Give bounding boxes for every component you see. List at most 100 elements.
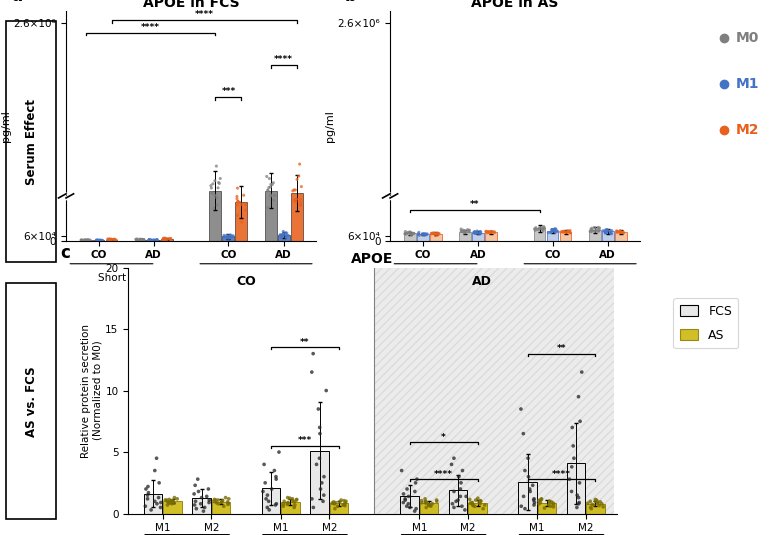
Point <box>136 235 148 243</box>
Point <box>75 236 88 244</box>
Point <box>400 502 413 510</box>
Point <box>537 225 549 233</box>
Point <box>340 497 352 506</box>
Point <box>158 234 170 243</box>
Point <box>420 498 432 506</box>
Text: ****: **** <box>552 470 571 478</box>
Point <box>263 506 275 514</box>
Point <box>150 454 162 462</box>
Point <box>585 225 598 233</box>
Point <box>318 472 330 481</box>
Point <box>292 172 305 180</box>
Bar <box>310 450 329 514</box>
Point <box>586 500 598 509</box>
Point <box>534 496 546 505</box>
Point <box>205 184 218 192</box>
Point <box>277 502 290 510</box>
Point <box>263 497 275 506</box>
Point <box>161 235 173 243</box>
Text: **: ** <box>470 200 479 209</box>
Point <box>536 225 549 233</box>
Point <box>262 186 274 194</box>
Point <box>592 227 605 235</box>
Point <box>310 460 322 469</box>
Point <box>430 497 443 506</box>
Point <box>530 223 542 232</box>
Point <box>416 230 428 239</box>
Point <box>485 228 497 237</box>
Point <box>294 201 306 209</box>
Point <box>456 467 469 475</box>
Point <box>146 236 159 244</box>
Point <box>78 235 91 244</box>
Point <box>294 198 307 207</box>
Point <box>451 496 464 505</box>
Point <box>226 233 239 241</box>
Point <box>239 201 252 209</box>
Bar <box>534 228 545 241</box>
Point <box>91 236 103 244</box>
Point <box>576 368 588 377</box>
FancyBboxPatch shape <box>6 21 56 263</box>
Point <box>198 503 211 511</box>
Point <box>546 226 559 235</box>
Point <box>313 423 326 432</box>
Point <box>166 496 178 505</box>
Point <box>456 502 469 510</box>
Point <box>600 226 612 234</box>
Point <box>188 501 200 509</box>
Point <box>137 235 149 244</box>
Bar <box>567 463 585 514</box>
Text: a: a <box>11 0 23 5</box>
Point <box>547 500 559 509</box>
Bar <box>235 202 247 241</box>
Point <box>473 228 486 237</box>
Point <box>314 429 326 438</box>
Point <box>545 502 557 510</box>
Point <box>409 487 421 496</box>
Point <box>430 496 443 505</box>
Point <box>584 227 597 236</box>
Point <box>557 228 570 236</box>
Point <box>288 498 301 506</box>
Point <box>432 229 444 238</box>
Point <box>522 454 535 462</box>
Point <box>221 234 234 242</box>
Point <box>210 162 222 170</box>
Point <box>471 227 483 235</box>
Point <box>547 502 559 511</box>
Point <box>216 497 228 506</box>
Point <box>591 498 604 507</box>
Point <box>276 231 288 239</box>
Point <box>103 235 116 244</box>
Point <box>455 227 468 236</box>
Point <box>558 227 570 236</box>
Point <box>282 231 294 240</box>
Point <box>151 500 163 508</box>
Point <box>537 227 549 235</box>
Bar <box>615 232 627 241</box>
Point <box>142 488 155 497</box>
Point <box>591 496 603 505</box>
Point <box>597 226 609 235</box>
Bar <box>538 503 556 514</box>
Point <box>474 500 486 508</box>
Text: M0: M0 <box>737 32 760 45</box>
Point <box>538 224 550 232</box>
Point <box>278 230 291 238</box>
Point <box>190 497 202 506</box>
Point <box>281 493 294 502</box>
Point <box>190 505 203 513</box>
Point <box>545 225 558 234</box>
Point <box>599 228 611 236</box>
Point <box>289 196 301 205</box>
Point <box>615 228 628 236</box>
Point <box>287 186 300 194</box>
Point <box>401 485 413 493</box>
Point <box>155 498 167 507</box>
Point <box>212 496 225 505</box>
Point <box>270 500 283 508</box>
Point <box>455 479 467 487</box>
Point <box>524 485 536 493</box>
Point <box>268 191 280 200</box>
